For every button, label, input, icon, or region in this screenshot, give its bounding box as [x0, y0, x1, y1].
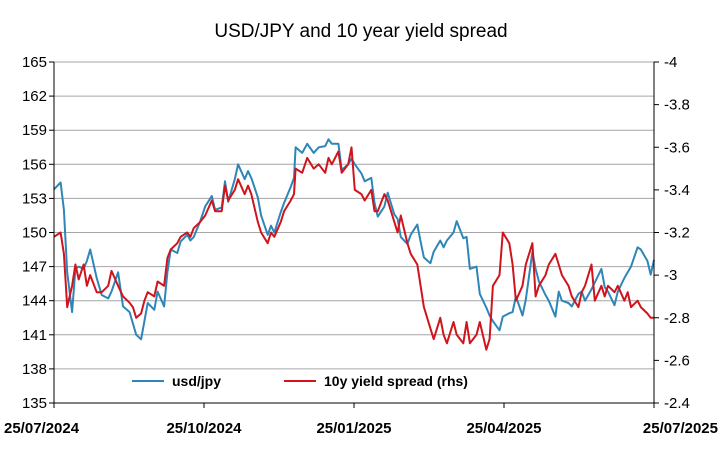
y-right-tick-label: -3.8	[664, 97, 690, 114]
x-tick-label: 25/01/2025	[316, 420, 391, 437]
y-right-tick-label: -3.6	[664, 139, 690, 156]
y-left-tick-label: 156	[22, 156, 47, 173]
y-right-tick-label: -3	[664, 267, 677, 284]
x-tick-label: 25/07/2025	[643, 420, 718, 437]
y-left-tick-label: 144	[22, 293, 47, 310]
legend-label-yield-spread: 10y yield spread (rhs)	[324, 373, 468, 389]
legend-label-usdjpy: usd/jpy	[172, 373, 221, 389]
y-left-tick-label: 147	[22, 259, 47, 276]
y-left-tick-label: 135	[22, 395, 47, 412]
y-right-tick-label: -3.4	[664, 182, 690, 199]
x-tick-label: 25/07/2024	[4, 420, 80, 437]
series-line-usdjpy	[53, 138, 655, 341]
series-lines	[53, 138, 655, 351]
y-left-tick-label: 150	[22, 225, 47, 242]
chart-title: USD/JPY and 10 year yield spread	[214, 21, 507, 42]
axes: 135 138 141 144 147 150 153 156 159 162 165 -4 -3.8 -…	[4, 54, 718, 437]
y-left-tick-label: 153	[22, 190, 47, 207]
y-left-tick-label: 165	[22, 54, 47, 71]
x-tick-label: 25/04/2025	[466, 420, 541, 437]
gridlines	[54, 61, 654, 370]
y-left-tick-label: 141	[22, 327, 47, 344]
y-left-tick-label: 162	[22, 88, 47, 105]
y-right-tick-label: -2.8	[664, 310, 690, 327]
y-right-tick-label: -3.2	[664, 225, 690, 242]
y-right-tick-label: -4	[664, 54, 677, 71]
y-right-tick-label: -2.4	[664, 395, 690, 412]
legend: usd/jpy 10y yield spread (rhs)	[132, 373, 468, 389]
series-line-yield-spread	[53, 146, 654, 351]
y-left-tick-label: 138	[22, 361, 47, 378]
y-left-tick-label: 159	[22, 122, 47, 139]
x-tick-label: 25/10/2024	[166, 420, 242, 437]
y-right-tick-label: -2.6	[664, 352, 690, 369]
